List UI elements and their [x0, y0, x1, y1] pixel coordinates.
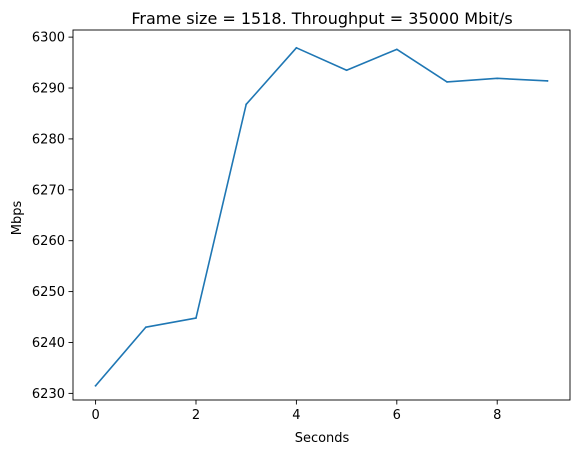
y-tick-label: 6230	[32, 387, 65, 402]
y-tick-label: 6250	[32, 285, 65, 300]
y-tick-label: 6280	[32, 132, 65, 147]
plot-frame	[72, 29, 571, 401]
data-point	[245, 103, 248, 106]
data-point	[295, 46, 298, 49]
series-line-0	[94, 47, 549, 387]
data-point	[496, 77, 499, 80]
y-tick-label: 6240	[32, 336, 65, 351]
data-point	[546, 79, 549, 82]
plot-area: 0 2 4 6 8 6230 6240 6250 6260 6270 6280 6290 6300	[32, 29, 571, 423]
data-point	[94, 384, 97, 387]
y-tick-label: 6290	[32, 82, 65, 97]
y-tick-label: 6300	[32, 31, 65, 46]
x-axis-label: Seconds	[295, 431, 350, 446]
data-point	[195, 317, 197, 319]
x-tick-label: 4	[292, 408, 300, 423]
y-tick-label: 6270	[32, 183, 65, 198]
y-axis-label: Mbps	[10, 201, 25, 236]
x-tick-label: 6	[393, 408, 401, 423]
data-point	[395, 48, 398, 51]
data-point	[446, 81, 448, 83]
data-point	[345, 69, 348, 72]
x-tick-label: 8	[493, 408, 501, 423]
data-point	[144, 326, 147, 329]
x-tick-label: 0	[91, 408, 99, 423]
y-tick-label: 6260	[32, 234, 65, 249]
chart-title: Frame size = 1518. Throughput = 35000 Mb…	[131, 9, 512, 28]
x-tick-label: 2	[192, 408, 200, 423]
